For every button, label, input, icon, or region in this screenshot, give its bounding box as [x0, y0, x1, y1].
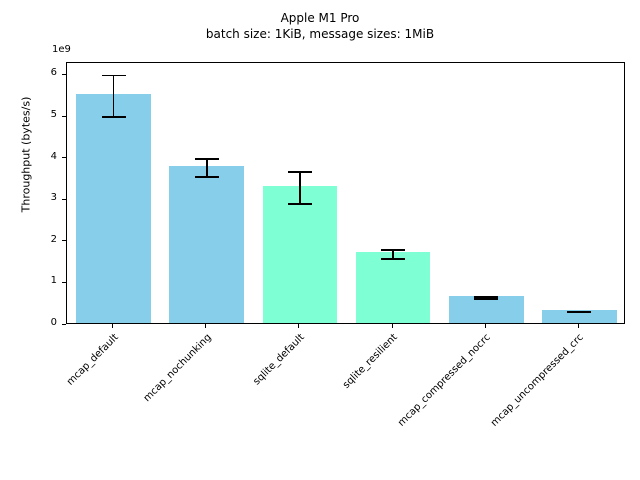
- plot-area: [67, 63, 624, 323]
- x-axis-tick-mark: [391, 324, 393, 328]
- y-axis-tick-label: 2: [50, 233, 57, 245]
- y-axis-tick-label: 4: [50, 150, 57, 162]
- error-bar-line: [299, 170, 301, 205]
- bar: [76, 94, 151, 323]
- y-axis-tick-mark: [62, 240, 66, 242]
- y-axis-tick-mark: [62, 198, 66, 200]
- x-axis-tick-mark: [298, 324, 300, 328]
- y-axis-tick-mark: [62, 115, 66, 117]
- error-bar-cap-top: [101, 74, 126, 77]
- x-axis-tick-label: mcap_uncompressed_crc: [489, 332, 587, 429]
- x-axis-tick-label: mcap_compressed_nocrc: [396, 332, 494, 429]
- bar: [169, 165, 244, 323]
- y-axis-tick-label: 1: [50, 275, 57, 287]
- x-axis-tick-mark: [205, 324, 207, 328]
- error-bar: [379, 248, 407, 260]
- error-bar-line: [485, 295, 488, 301]
- error-bar-cap-bottom: [194, 175, 219, 178]
- y-axis-tick-mark: [62, 157, 66, 159]
- error-bar-cap-bottom: [101, 116, 126, 118]
- error-bar: [193, 157, 221, 178]
- bar: [355, 252, 431, 323]
- chart-title-block: Apple M1 Pro batch size: 1KiB, message s…: [0, 10, 640, 42]
- error-bar-cap-bottom: [381, 257, 406, 260]
- chart-subtitle: batch size: 1KiB, message sizes: 1MiB: [205, 27, 435, 41]
- x-axis-tick-mark: [577, 324, 579, 328]
- x-axis-tick-label: mcap_nochunking: [141, 332, 214, 405]
- y-axis-tick-mark: [62, 281, 66, 283]
- y-axis-tick-label: 5: [50, 109, 57, 121]
- error-bar-cap-top: [474, 295, 499, 298]
- y-axis-tick-mark: [62, 73, 66, 75]
- x-axis-tick-label: sqlite_default: [251, 332, 307, 388]
- error-bar-cap-bottom: [567, 311, 592, 314]
- error-bar: [472, 295, 500, 301]
- y-axis-tick-label: 0: [50, 317, 57, 328]
- chart-title: Apple M1 Pro: [280, 11, 360, 25]
- bar: [542, 310, 617, 323]
- y-axis-tick-label: 6: [50, 67, 57, 79]
- error-bar-cap-bottom: [287, 203, 312, 205]
- x-axis-tick-mark: [112, 324, 114, 328]
- error-bar-line: [392, 248, 394, 260]
- error-bar-line: [205, 157, 208, 178]
- y-axis-tick-mark: [62, 323, 66, 325]
- error-bar-cap-top: [287, 170, 312, 173]
- bar: [262, 185, 338, 323]
- y-axis-offset-text: 1e9: [52, 44, 71, 55]
- x-axis-tick-label: mcap_default: [64, 332, 121, 388]
- error-bar: [565, 310, 593, 314]
- bar: [448, 295, 524, 323]
- x-axis-tick-label: sqlite_resilient: [341, 332, 400, 391]
- error-bar-cap-top: [194, 157, 219, 160]
- plot-frame: [66, 62, 625, 324]
- error-bar: [286, 170, 314, 205]
- error-bar-line: [112, 74, 115, 118]
- x-axis-tick-mark: [484, 324, 486, 328]
- error-bar-cap-bottom: [474, 298, 499, 301]
- error-bar-cap-top: [381, 248, 406, 251]
- error-bar: [100, 74, 128, 118]
- y-axis-tick-label: 3: [50, 192, 57, 204]
